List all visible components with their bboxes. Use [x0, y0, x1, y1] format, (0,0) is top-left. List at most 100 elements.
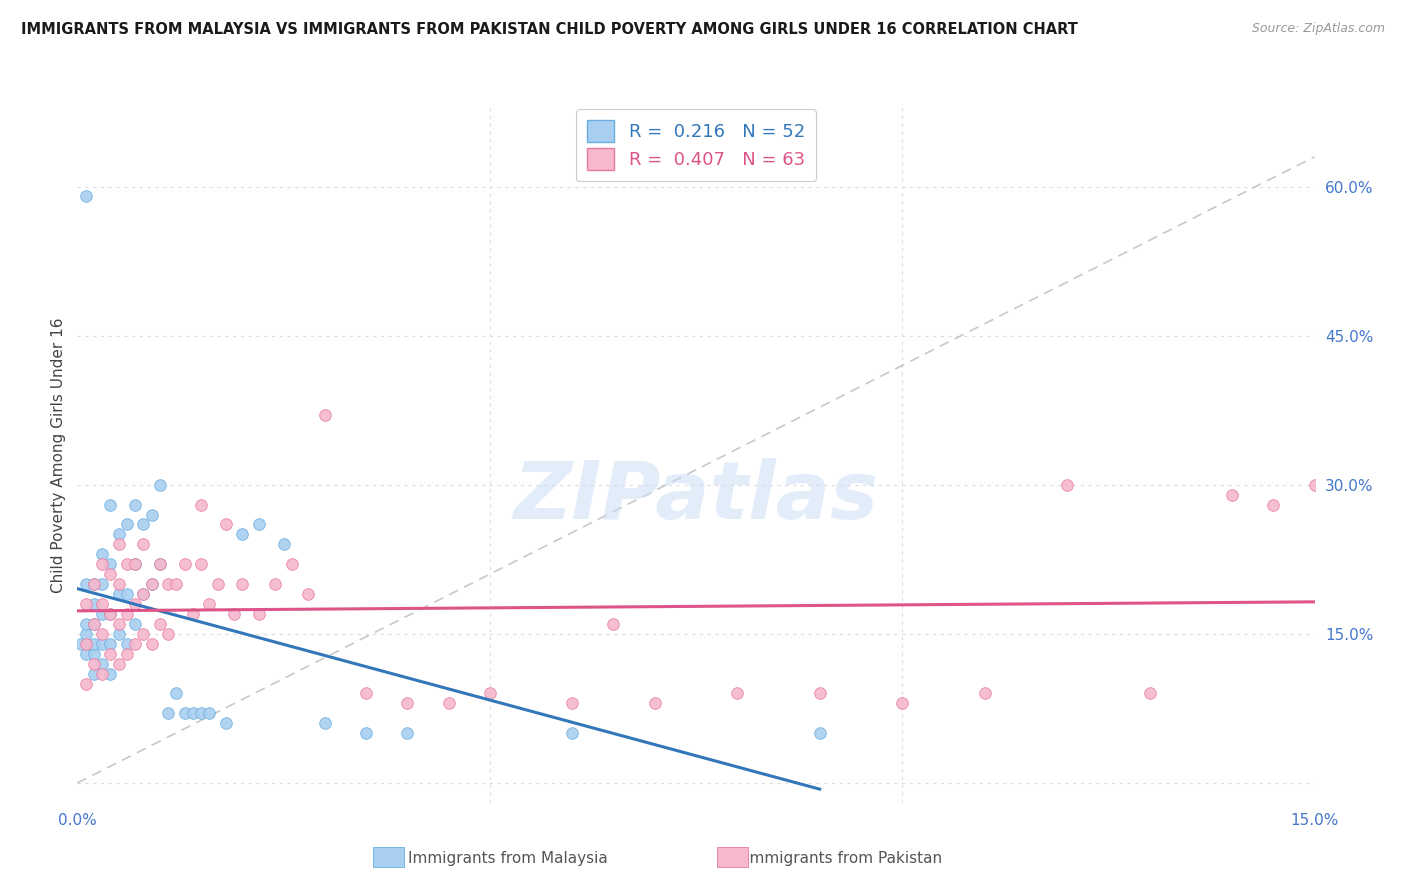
Point [157, 706, 180, 721]
Point [157, 627, 180, 641]
Point [75, 676, 97, 690]
Point [231, 577, 253, 591]
Point [75, 577, 97, 591]
Point [181, 706, 204, 721]
Point [396, 726, 419, 740]
Point [314, 408, 336, 422]
Point [91, 666, 114, 681]
Point [215, 517, 238, 532]
Point [98, 567, 121, 582]
Point [165, 686, 187, 700]
Point [83, 597, 105, 611]
Point [141, 577, 163, 591]
Point [75, 616, 97, 631]
Point [124, 616, 146, 631]
Point [478, 686, 501, 700]
Point [83, 616, 105, 631]
Text: Immigrants from Pakistan: Immigrants from Pakistan [745, 851, 942, 865]
Point [198, 706, 221, 721]
Point [354, 726, 377, 740]
Point [808, 686, 831, 700]
Point [83, 657, 105, 671]
Legend: R =  0.216   N = 52, R =  0.407   N = 63: R = 0.216 N = 52, R = 0.407 N = 63 [576, 109, 815, 181]
Point [98, 558, 121, 572]
Point [602, 616, 624, 631]
Point [132, 537, 155, 551]
Point [91, 547, 114, 561]
Point [222, 607, 245, 621]
Text: ZIPatlas: ZIPatlas [513, 458, 879, 536]
Point [107, 657, 129, 671]
Point [207, 577, 229, 591]
Point [91, 558, 114, 572]
Point [75, 647, 97, 661]
Point [124, 597, 146, 611]
Point [115, 647, 138, 661]
Point [149, 477, 172, 491]
Point [83, 647, 105, 661]
Point [91, 607, 114, 621]
Point [149, 558, 172, 572]
Y-axis label: Child Poverty Among Girls Under 16: Child Poverty Among Girls Under 16 [51, 318, 66, 592]
Point [91, 577, 114, 591]
Point [561, 697, 583, 711]
Point [891, 697, 914, 711]
Point [281, 558, 304, 572]
Point [124, 558, 146, 572]
Point [198, 597, 221, 611]
Point [115, 607, 138, 621]
Point [396, 697, 419, 711]
Point [247, 607, 270, 621]
Point [354, 686, 377, 700]
Point [83, 616, 105, 631]
Point [157, 577, 180, 591]
Point [141, 508, 163, 522]
Point [75, 189, 97, 203]
Point [141, 577, 163, 591]
Point [98, 498, 121, 512]
Point [273, 537, 295, 551]
Point [124, 637, 146, 651]
Point [190, 706, 212, 721]
Point [107, 627, 129, 641]
Point [644, 697, 666, 711]
Point [165, 577, 187, 591]
Text: Source: ZipAtlas.com: Source: ZipAtlas.com [1251, 22, 1385, 36]
Point [173, 706, 195, 721]
Point [83, 637, 105, 651]
Point [190, 558, 212, 572]
Point [91, 597, 114, 611]
Point [1056, 477, 1078, 491]
Point [75, 627, 97, 641]
Point [141, 637, 163, 651]
Point [124, 558, 146, 572]
Point [1263, 498, 1285, 512]
Point [115, 587, 138, 601]
Point [297, 587, 319, 601]
Point [1303, 477, 1326, 491]
Point [173, 558, 195, 572]
Point [437, 697, 460, 711]
Point [107, 587, 129, 601]
Point [1139, 686, 1161, 700]
Point [725, 686, 748, 700]
Point [132, 627, 155, 641]
Point [115, 517, 138, 532]
Point [98, 607, 121, 621]
Point [98, 647, 121, 661]
Point [132, 587, 155, 601]
Point [561, 726, 583, 740]
Point [115, 637, 138, 651]
Point [973, 686, 995, 700]
Point [215, 716, 238, 731]
Point [190, 498, 212, 512]
Point [91, 627, 114, 641]
Point [75, 597, 97, 611]
Point [83, 577, 105, 591]
Point [107, 577, 129, 591]
Point [91, 657, 114, 671]
Point [264, 577, 287, 591]
Point [115, 558, 138, 572]
Point [149, 616, 172, 631]
Point [132, 517, 155, 532]
